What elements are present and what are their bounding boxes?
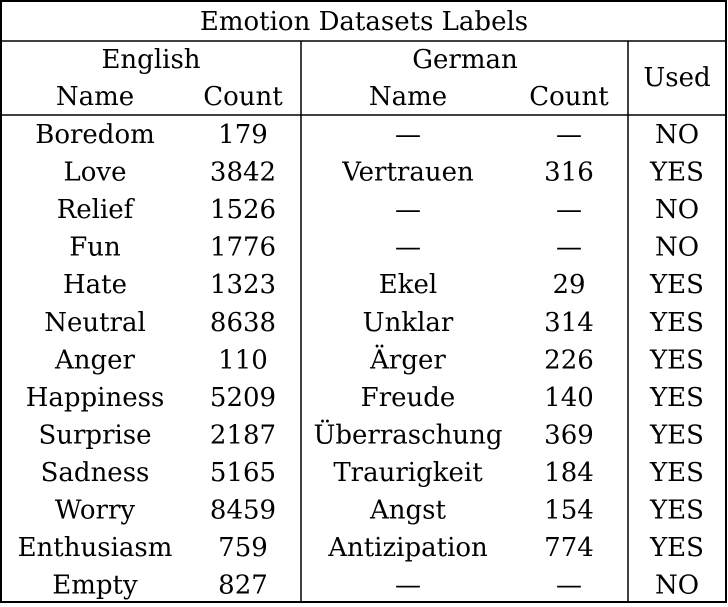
row-en-name: Happiness	[26, 383, 165, 413]
col-header-en-count: Count	[203, 82, 283, 112]
row-en-name: Surprise	[38, 420, 151, 450]
group-header-used: Used	[643, 63, 710, 93]
table-row: Neutral 8638 Unklar 314 YES	[44, 308, 704, 338]
row-de-name: Vertrauen	[341, 158, 474, 188]
table-row: Sadness 5165 Traurigkeit 184 YES	[41, 458, 704, 488]
row-en-name: Fun	[69, 233, 121, 263]
row-en-name: Hate	[63, 270, 127, 300]
row-en-name: Worry	[55, 496, 135, 526]
col-header-de-count: Count	[529, 82, 609, 112]
row-used: YES	[649, 533, 704, 563]
row-en-name: Enthusiasm	[18, 533, 173, 563]
row-de-count: 226	[544, 345, 594, 375]
row-en-name: Neutral	[44, 308, 146, 338]
row-de-count: —	[556, 571, 582, 601]
row-de-name: Unklar	[363, 308, 454, 338]
row-de-name: Traurigkeit	[333, 458, 483, 488]
row-used: YES	[649, 270, 704, 300]
row-used: NO	[655, 120, 699, 150]
row-de-name: Angst	[369, 496, 447, 526]
row-de-count: 154	[544, 496, 594, 526]
row-en-count: 1776	[210, 233, 276, 263]
table-row: Hate 1323 Ekel 29 YES	[63, 270, 704, 300]
row-de-name: Freude	[361, 383, 456, 413]
table-row: Relief 1526 — — NO	[57, 195, 699, 225]
row-used: NO	[655, 233, 699, 263]
row-used: NO	[655, 571, 699, 601]
table-row: Empty 827 — — NO	[52, 571, 699, 601]
row-de-count: 369	[544, 420, 594, 450]
row-de-count: 774	[544, 533, 594, 563]
row-used: YES	[649, 345, 704, 375]
row-used: YES	[649, 383, 704, 413]
row-en-name: Love	[64, 158, 127, 188]
row-de-name: Antizipation	[327, 533, 488, 563]
row-used: NO	[655, 195, 699, 225]
table-row: Anger 110 Ärger 226 YES	[54, 344, 704, 375]
row-en-count: 1323	[210, 270, 276, 300]
group-header-german: German	[412, 45, 518, 75]
table-row: Worry 8459 Angst 154 YES	[55, 496, 704, 526]
row-de-name: Ärger	[369, 344, 446, 375]
row-de-count: 29	[552, 270, 585, 300]
table-row: Boredom 179 — — NO	[35, 120, 699, 150]
row-de-count: 314	[544, 308, 594, 338]
row-en-count: 8459	[210, 496, 276, 526]
row-en-count: 8638	[210, 308, 276, 338]
table-row: Love 3842 Vertrauen 316 YES	[64, 158, 704, 188]
row-en-count: 759	[218, 533, 268, 563]
col-header-de-name: Name	[369, 82, 447, 112]
row-en-count: 179	[218, 120, 268, 150]
group-header-english: English	[101, 45, 200, 75]
row-used: YES	[649, 458, 704, 488]
row-de-count: —	[556, 233, 582, 263]
row-used: YES	[649, 158, 704, 188]
row-de-count: 184	[544, 458, 594, 488]
row-de-name: Überraschung	[313, 418, 502, 450]
row-en-name: Sadness	[41, 458, 150, 488]
table-row: Surprise 2187 Überraschung 369 YES	[38, 418, 704, 450]
row-en-name: Relief	[57, 195, 136, 225]
row-en-count: 2187	[210, 420, 276, 450]
row-de-count: 140	[544, 383, 594, 413]
row-en-name: Boredom	[35, 120, 155, 150]
row-used: YES	[649, 308, 704, 338]
row-de-name: —	[395, 571, 421, 601]
table-row: Happiness 5209 Freude 140 YES	[26, 383, 704, 413]
col-header-en-name: Name	[56, 82, 134, 112]
table-row: Enthusiasm 759 Antizipation 774 YES	[18, 533, 704, 563]
row-de-name: —	[395, 233, 421, 263]
row-de-name: Ekel	[379, 270, 437, 300]
row-de-name: —	[395, 120, 421, 150]
row-de-count: 316	[544, 158, 594, 188]
table-body: Boredom 179 — — NO Love 3842 Vertrauen 316 YES Rel…	[18, 120, 704, 601]
row-used: YES	[649, 496, 704, 526]
row-en-count: 827	[218, 571, 268, 601]
row-en-count: 1526	[210, 195, 276, 225]
row-used: YES	[649, 420, 704, 450]
row-de-count: —	[556, 195, 582, 225]
row-de-count: —	[556, 120, 582, 150]
row-en-count: 5165	[210, 458, 276, 488]
table-title: Emotion Datasets Labels	[200, 7, 528, 37]
row-en-name: Empty	[52, 571, 138, 601]
row-en-count: 110	[218, 345, 268, 375]
row-en-count: 3842	[210, 158, 276, 188]
row-en-name: Anger	[54, 345, 136, 375]
table-row: Fun 1776 — — NO	[69, 233, 699, 263]
row-en-count: 5209	[210, 383, 276, 413]
row-de-name: —	[395, 195, 421, 225]
